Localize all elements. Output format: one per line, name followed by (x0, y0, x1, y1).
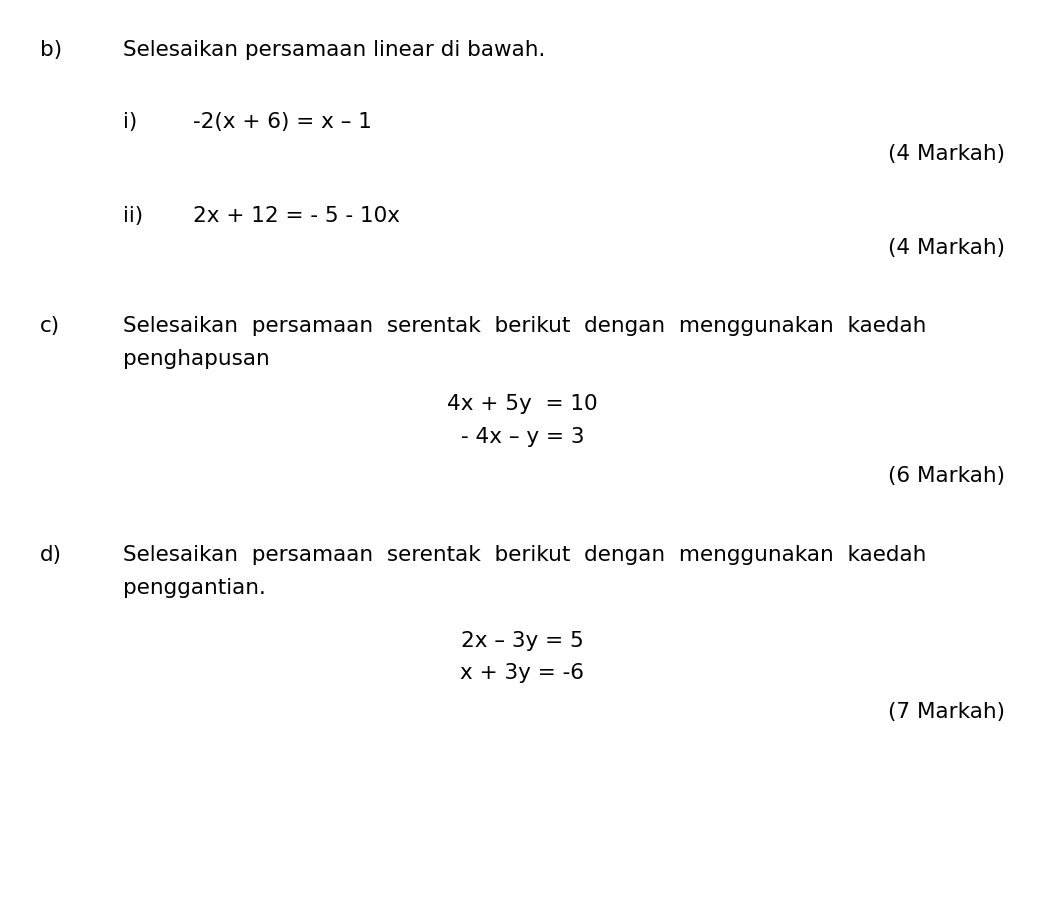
Text: Selesaikan persamaan linear di bawah.: Selesaikan persamaan linear di bawah. (123, 40, 545, 59)
Text: Selesaikan  persamaan  serentak  berikut  dengan  menggunakan  kaedah: Selesaikan persamaan serentak berikut de… (123, 545, 927, 565)
Text: 2x – 3y = 5: 2x – 3y = 5 (461, 630, 584, 650)
Text: - 4x – y = 3: - 4x – y = 3 (461, 427, 584, 446)
Text: (6 Markah): (6 Markah) (888, 466, 1005, 486)
Text: 2x + 12 = - 5 - 10x: 2x + 12 = - 5 - 10x (193, 206, 400, 225)
Text: b): b) (40, 40, 62, 59)
Text: ii): ii) (123, 206, 143, 225)
Text: penggantian.: penggantian. (123, 577, 266, 597)
Text: (4 Markah): (4 Markah) (888, 144, 1005, 163)
Text: (4 Markah): (4 Markah) (888, 238, 1005, 258)
Text: Selesaikan  persamaan  serentak  berikut  dengan  menggunakan  kaedah: Selesaikan persamaan serentak berikut de… (123, 316, 927, 336)
Text: (7 Markah): (7 Markah) (888, 702, 1005, 722)
Text: i): i) (123, 111, 138, 131)
Text: penghapusan: penghapusan (123, 348, 270, 368)
Text: c): c) (40, 316, 60, 336)
Text: d): d) (40, 545, 62, 565)
Text: 4x + 5y  = 10: 4x + 5y = 10 (447, 394, 598, 414)
Text: -2(x + 6) = x – 1: -2(x + 6) = x – 1 (193, 111, 372, 131)
Text: x + 3y = -6: x + 3y = -6 (461, 663, 584, 682)
